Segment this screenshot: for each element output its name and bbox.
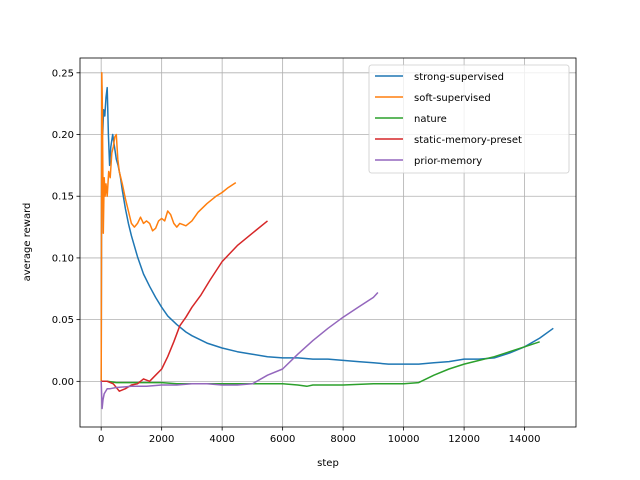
series-line-strong-supervised <box>100 84 554 382</box>
ticks: 0 2000 4000 6000 8000 10000 12000 14000 0.00 0.05… <box>52 68 541 445</box>
plot-frame <box>79 57 577 428</box>
legend-label-nature: nature <box>414 114 447 125</box>
x-tick-label: 2000 <box>149 434 174 445</box>
y-axis-label: average reward <box>22 203 33 282</box>
series-line-prior-memory <box>100 291 379 410</box>
y-tick-label: 0.25 <box>52 68 74 79</box>
x-tick-label: 14000 <box>509 434 541 445</box>
legend-label-soft-supervised: soft-supervised <box>414 93 491 104</box>
x-tick-label: 6000 <box>270 434 295 445</box>
x-tick-label: 4000 <box>209 434 234 445</box>
x-tick-label: 10000 <box>388 434 420 445</box>
legend-label-prior-memory: prior-memory <box>414 156 482 167</box>
y-tick-label: 0.20 <box>52 130 74 141</box>
x-tick-label: 8000 <box>330 434 355 445</box>
legend-label-static-memory-preset: static-memory-preset <box>414 135 522 146</box>
series-line-nature <box>101 341 540 388</box>
series-line-static-memory-preset <box>101 220 268 392</box>
y-tick-label: 0.05 <box>52 315 74 326</box>
y-tick-label: 0.00 <box>52 377 74 388</box>
legend: strong-supervised soft-supervised nature st… <box>368 64 570 174</box>
y-tick-label: 0.10 <box>52 253 74 264</box>
legend-label-strong-supervised: strong-supervised <box>414 72 504 83</box>
x-tick-label: 12000 <box>448 434 480 445</box>
legend-box <box>368 64 570 174</box>
series-line-soft-supervised <box>100 72 237 382</box>
x-tick-label: 0 <box>98 434 104 445</box>
x-axis-label: step <box>317 458 339 469</box>
series-lines <box>100 72 554 410</box>
y-tick-label: 0.15 <box>52 192 74 203</box>
